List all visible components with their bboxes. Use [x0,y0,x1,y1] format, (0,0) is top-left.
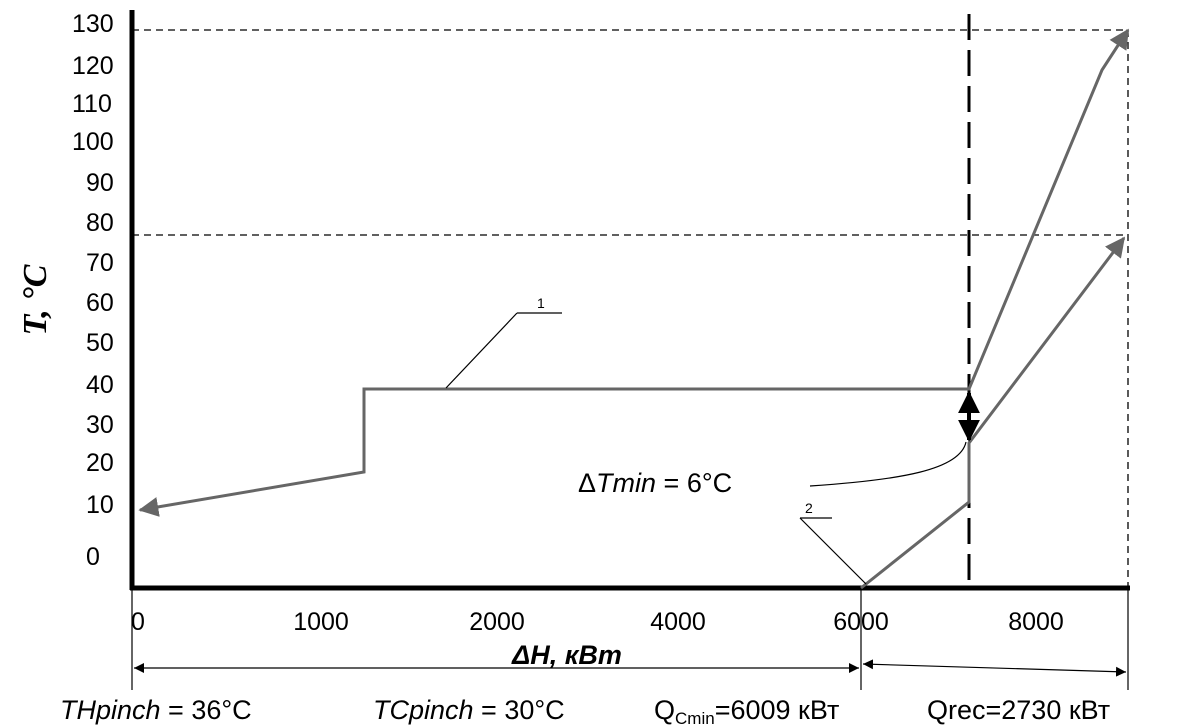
curve-1-label: 1 [537,295,545,311]
tc-pinch-value: = 30°C [474,695,565,725]
y-tick-label: 20 [86,449,114,477]
y-tick-label: 10 [86,491,114,519]
x-tick-label: 4000 [650,608,706,636]
y-tick-label: 50 [86,329,114,357]
delta-t-min-italic: Tmin [596,468,656,498]
qcmin-value: =6009 кВт [715,695,840,725]
y-tick-label: 80 [86,209,114,237]
qcmin-subscript: Cmin [675,709,715,726]
x-tick-labels: 0 1000 2000 4000 6000 8000 [131,608,1064,636]
y-tick-label: 100 [72,128,114,156]
y-tick-label: 40 [86,371,114,399]
delta-t-min-value: = 6°C [656,468,732,498]
curve-1-leader [445,312,518,389]
y-tick-label: 130 [72,10,114,38]
y-tick-label: 60 [86,289,114,317]
bottom-annotations: THpinch = 36°C TCpinch = 30°C QCmin=6009… [60,695,1110,726]
x-tick-label: 2000 [469,608,525,636]
curve-2-leader [799,517,867,585]
delta-t-min-leader [809,441,967,487]
x-axis-title: ΔH, кВт [511,640,622,670]
th-pinch-value: = 36°C [161,695,252,725]
qcmin-prefix: Q [654,695,675,725]
y-tick-label: 110 [72,90,112,118]
y-tick-label: 0 [86,543,100,571]
x-tick-label: 1000 [293,608,349,636]
y-tick-label: 120 [72,52,114,80]
qrec-value: Qrec=2730 кВт [927,695,1110,725]
x-tick-label: 0 [131,608,145,636]
tc-pinch-italic: TCpinch [373,695,474,725]
y-tick-labels: 130 120 110 100 90 80 70 60 50 40 30 20 … [72,10,114,571]
y-axis-title: T, °C [17,264,54,335]
delta-t-min-label: ΔTmin = 6°C [578,468,732,498]
y-tick-label: 90 [86,169,114,197]
y-tick-label: 70 [86,249,114,277]
curve-2-label: 2 [805,500,813,516]
cold-composite-curve [860,236,1126,590]
y-tick-label: 30 [86,411,114,439]
delta-symbol: Δ [578,468,596,498]
qrec-dimension-arrow [862,659,1127,677]
hot-composite-curve [138,28,1130,517]
th-pinch-italic: THpinch [60,695,161,725]
x-tick-label: 8000 [1008,608,1064,636]
